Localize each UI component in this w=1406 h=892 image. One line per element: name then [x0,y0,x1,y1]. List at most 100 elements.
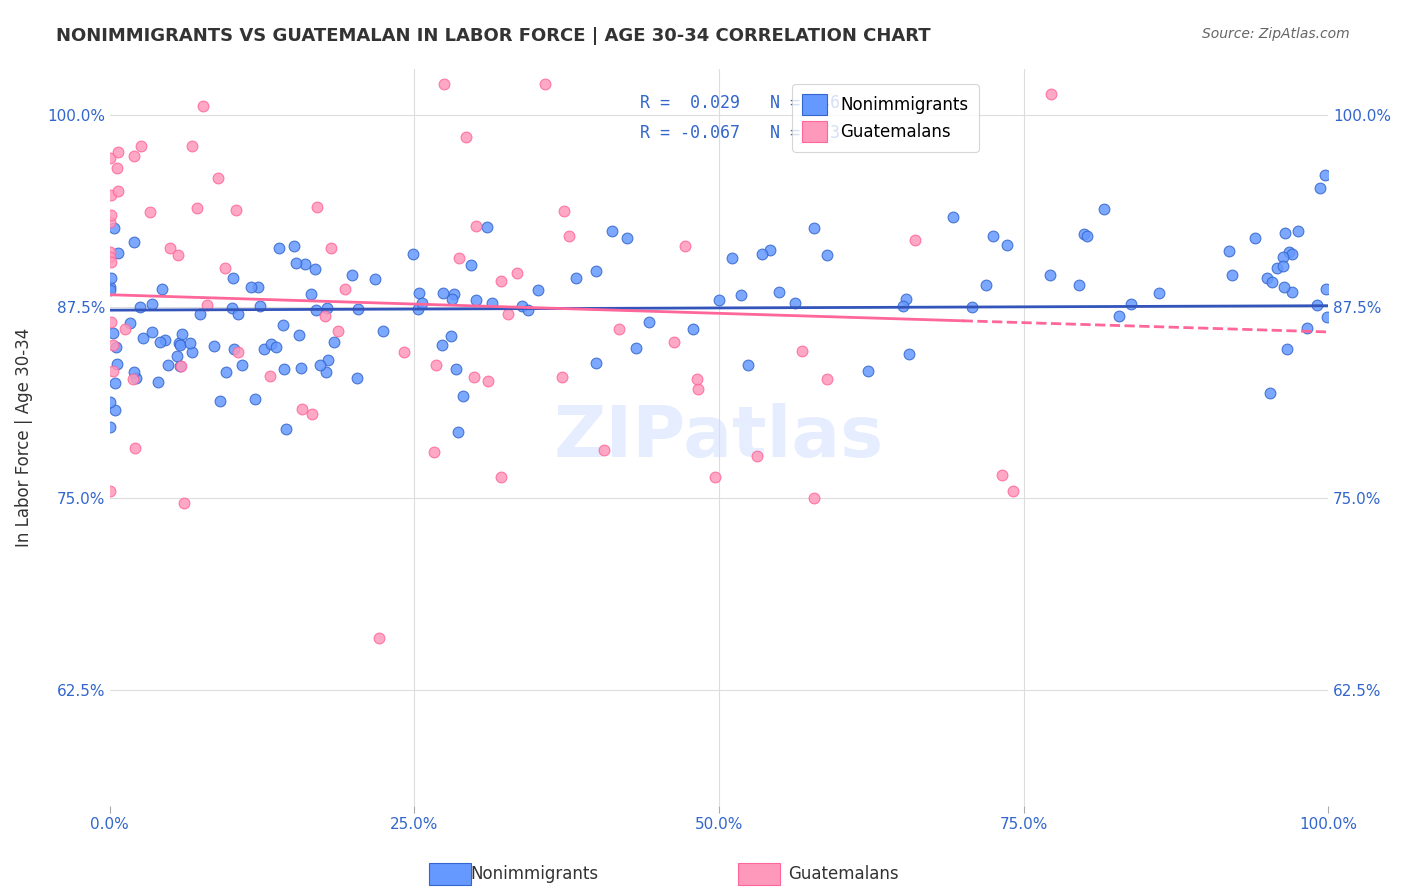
Point [226,307,249,321]
Point [186,202,208,216]
Point [105,340,128,354]
Point [481,295,503,310]
Point [304,262,326,277]
Point [686,372,709,386]
Point [179,335,201,350]
Point [441,293,464,307]
Point [464,219,486,234]
Point [188,307,211,321]
Point [103,338,125,352]
Point [785,295,807,310]
Point [637,315,659,329]
Point [149,335,172,350]
Point [364,272,387,286]
Point [1040,87,1063,102]
Point [737,358,759,372]
Point [100,271,122,285]
Point [707,293,730,307]
Point [264,341,287,355]
Point [1278,245,1301,260]
Point [169,335,191,350]
Point [1256,271,1278,285]
Point [103,326,125,341]
Point [214,261,236,276]
Point [1121,297,1143,311]
Point [98,250,121,264]
Point [122,365,145,379]
Point [139,205,162,219]
Point [247,279,270,293]
Point [259,368,281,383]
Point [1261,275,1284,289]
Point [449,251,471,265]
Point [1306,298,1329,312]
Point [104,403,127,417]
Point [1316,310,1339,324]
Point [1275,343,1298,357]
Point [1258,386,1281,401]
Point [340,268,363,283]
Point [368,631,391,645]
Point [291,402,314,417]
Text: R = -0.067   N =  73: R = -0.067 N = 73 [640,124,839,142]
Point [100,208,122,222]
Point [273,361,295,376]
Point [894,292,917,306]
Point [1309,180,1331,194]
Point [209,393,232,408]
Point [506,267,529,281]
Point [148,375,170,389]
Point [100,188,122,202]
Point [301,407,323,421]
Point [276,422,298,436]
Point [98,215,121,229]
Point [181,139,204,153]
Point [790,344,813,359]
Point [585,264,607,278]
Point [371,324,394,338]
Point [150,283,173,297]
Point [169,338,191,352]
Point [1243,231,1265,245]
Point [1002,483,1025,498]
Point [100,255,122,269]
Point [224,343,246,357]
Point [1039,268,1062,282]
Point [721,251,744,265]
Point [553,204,575,219]
Point [423,445,446,459]
Text: Source: ZipAtlas.com: Source: ZipAtlas.com [1202,27,1350,41]
Point [326,324,349,338]
Point [1267,261,1289,276]
Point [897,347,920,361]
Point [104,376,127,391]
Point [557,228,579,243]
Point [101,364,124,378]
Point [858,364,880,378]
Point [815,372,838,386]
Point [768,285,790,299]
Point [585,356,607,370]
Point [803,220,825,235]
Point [314,309,336,323]
Point [105,161,128,176]
Point [747,449,769,463]
Point [125,371,148,385]
Point [489,470,512,484]
Point [624,342,647,356]
Point [981,228,1004,243]
Point [443,287,465,301]
Point [1296,321,1319,335]
Point [496,307,519,321]
Point [704,469,727,483]
Point [688,382,710,396]
Point [271,318,294,332]
Point [124,441,146,455]
Point [1286,224,1309,238]
Point [1067,277,1090,292]
Point [122,372,145,386]
Point [425,358,447,372]
Point [406,302,429,317]
Point [991,467,1014,482]
Point [673,239,696,253]
